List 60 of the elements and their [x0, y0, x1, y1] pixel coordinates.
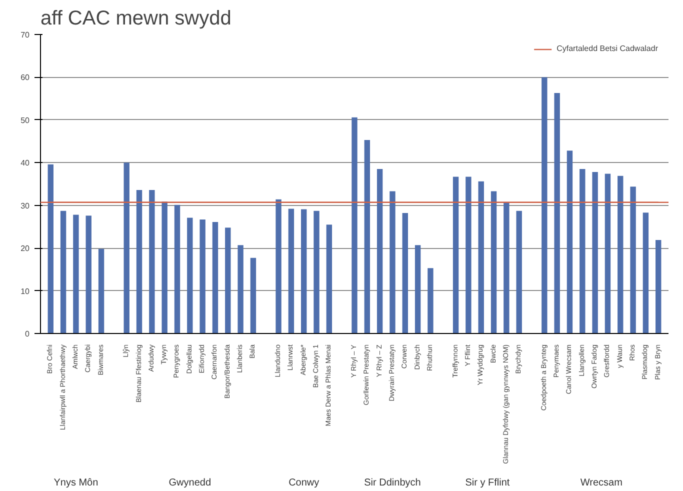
- bar: [187, 218, 193, 334]
- bar: [301, 209, 307, 334]
- bar: [580, 169, 586, 334]
- bar: [212, 222, 218, 334]
- bar: [604, 174, 611, 334]
- bar: [225, 228, 231, 334]
- bar: [276, 199, 282, 334]
- bar: [428, 268, 434, 334]
- bar: [402, 213, 408, 334]
- bar: [554, 93, 560, 334]
- bar: [542, 77, 548, 334]
- y-tick-label: 0: [25, 330, 30, 338]
- legend-label: Cyfartaledd Betsi Cadwaladr: [556, 44, 658, 53]
- bar: [124, 162, 130, 334]
- bar: [364, 140, 370, 334]
- bar: [642, 212, 649, 334]
- bar: [490, 191, 497, 334]
- y-tick-label: 70: [20, 30, 30, 40]
- text: Sir y Fflint: [465, 478, 510, 488]
- bar: [238, 245, 244, 334]
- text: Gwynedd: [168, 478, 212, 488]
- bar: [174, 204, 180, 334]
- text: Ynys Môn: [54, 478, 98, 488]
- bar: [136, 190, 142, 334]
- bar: [98, 248, 104, 334]
- bar: [592, 172, 598, 334]
- bar: [504, 202, 510, 334]
- bar: [326, 224, 332, 334]
- bar: [86, 216, 92, 334]
- bar: [516, 210, 522, 334]
- bar: [48, 164, 54, 334]
- bar: [149, 190, 155, 334]
- bar: [478, 181, 484, 334]
- bar: [352, 117, 358, 334]
- bar: [376, 169, 383, 334]
- bar: [630, 186, 636, 334]
- bar: [60, 210, 66, 334]
- bar: [618, 176, 624, 334]
- text: Sir Ddinbych: [364, 478, 421, 488]
- bar: [452, 176, 459, 334]
- y-tick-label: 60: [20, 73, 30, 82]
- bar: [466, 176, 472, 334]
- bar: [414, 245, 421, 334]
- y-tick-label: 10: [20, 286, 30, 296]
- chart-title: aff CAC mewn swydd: [40, 8, 232, 30]
- bar: [566, 150, 573, 334]
- y-tick-label: 50: [20, 116, 30, 125]
- bar: [288, 208, 294, 334]
- y-tick-label: 20: [20, 244, 30, 254]
- bar: [250, 258, 256, 334]
- bar: [200, 219, 206, 334]
- bar: [656, 240, 662, 334]
- bar: [73, 214, 79, 334]
- bar: [390, 191, 396, 334]
- text: Conwy: [288, 478, 320, 488]
- text: Wrecsam: [580, 478, 622, 488]
- bar: [314, 210, 320, 334]
- y-tick-label: 30: [20, 201, 30, 210]
- bar: [162, 202, 168, 334]
- y-tick-label: 40: [20, 158, 30, 168]
